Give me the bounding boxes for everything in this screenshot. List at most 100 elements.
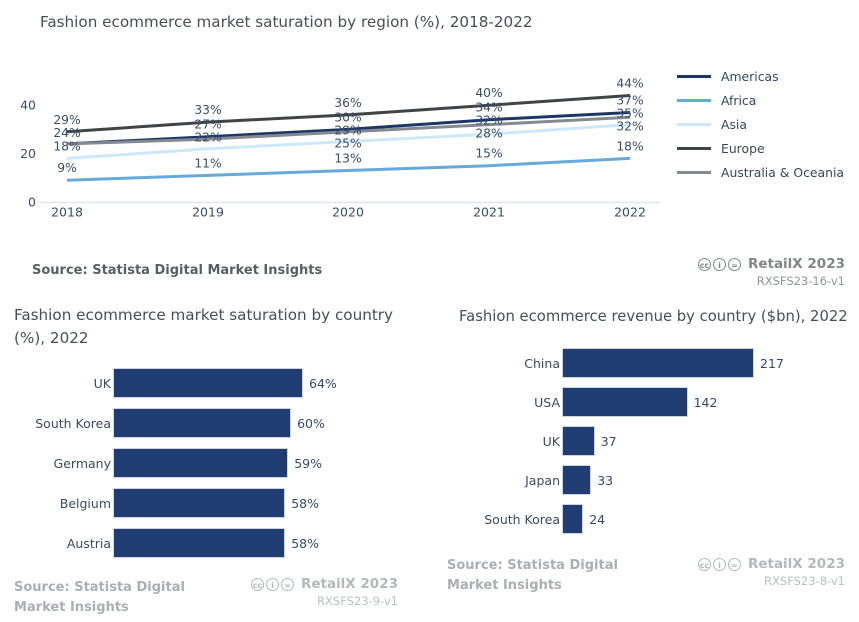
data-label: 15% — [475, 147, 502, 161]
data-label: 37% — [616, 94, 643, 108]
line-africa — [66, 156, 631, 182]
bar-china — [562, 348, 754, 378]
data-label: 34% — [475, 101, 502, 115]
bar-japan — [562, 465, 592, 495]
legend-item-australia-oceania: Australia & Oceania — [677, 160, 844, 184]
bar-value-label: 58% — [291, 495, 319, 511]
data-label: 28% — [475, 127, 502, 141]
legend-swatch — [677, 122, 711, 126]
bar-usa — [562, 387, 688, 417]
bar-row-south-korea: South Korea 60% — [0, 408, 430, 438]
y-tick-label: 0 — [28, 194, 36, 209]
data-label: 27% — [194, 118, 221, 132]
cc-icon: cc — [697, 557, 711, 571]
by-icon: i — [265, 577, 279, 591]
data-label: 29% — [53, 113, 80, 127]
bar-uk — [562, 426, 595, 456]
data-label: 35% — [616, 107, 643, 121]
bar-value-label: 58% — [291, 535, 319, 551]
bar-value-label: 217 — [760, 355, 784, 371]
bar-value-label: 64% — [309, 375, 337, 391]
cc-license-icons: cc i = — [250, 577, 294, 591]
legend-label: Asia — [721, 116, 747, 132]
saturation-country-bars: UK 64% South Korea 60% Germany 59% Belgium 58% A… — [0, 368, 430, 568]
retailx-brand: RetailX 2023 — [300, 576, 398, 592]
data-label: 18% — [53, 139, 80, 153]
y-tick-label: 20 — [20, 146, 36, 161]
bar-category-label: Japan — [525, 472, 560, 488]
data-label: 11% — [194, 156, 221, 170]
region-chart-legend: Americas Africa Asia Europe Australia & Ocea… — [677, 64, 844, 184]
legend-item-europe: Europe — [677, 136, 844, 160]
by-icon: i — [712, 557, 726, 571]
bar-category-label: USA — [534, 394, 560, 410]
cc-icon: cc — [250, 577, 264, 591]
data-label: 18% — [616, 139, 643, 153]
data-label: 32% — [616, 120, 643, 134]
bar-row-china: China 217 — [430, 348, 859, 378]
bar-row-usa: USA 142 — [430, 387, 859, 417]
chart-code: RXSFS23-8-v1 — [764, 574, 845, 588]
line-americas — [66, 111, 631, 146]
bar-south-korea — [113, 408, 292, 438]
legend-swatch — [677, 98, 711, 102]
revenue-country-attribution: cc i = RetailX 2023 RXSFS23-8-v1 — [697, 556, 845, 588]
saturation-country-attribution: cc i = RetailX 2023 RXSFS23-9-v1 — [250, 576, 398, 608]
region-attribution: cc i = RetailX 2023 RXSFS23-16-v1 — [697, 256, 845, 288]
data-label: 13% — [334, 152, 361, 166]
by-icon: i — [712, 257, 726, 271]
line-asia — [66, 123, 631, 160]
region-source: Source: Statista Digital Market Insights — [32, 263, 323, 278]
bar-category-label: Germany — [53, 455, 111, 471]
bar-south-korea — [562, 504, 584, 534]
legend-label: Europe — [721, 140, 765, 156]
bar-category-label: Austria — [66, 535, 111, 551]
data-label: 32% — [475, 114, 502, 128]
cc-icon: cc — [697, 257, 711, 271]
chart-code: RXSFS23-16-v1 — [756, 274, 845, 288]
retailx-brand: RetailX 2023 — [747, 556, 845, 572]
bar-category-label: UK — [93, 375, 111, 391]
data-label: 29% — [334, 123, 361, 137]
bar-category-label: China — [524, 355, 560, 371]
legend-swatch — [677, 170, 711, 174]
bar-category-label: South Korea — [484, 511, 560, 527]
data-label: 33% — [194, 103, 221, 117]
legend-item-africa: Africa — [677, 88, 844, 112]
bar-row-uk: UK 64% — [0, 368, 430, 398]
bar-uk — [113, 368, 303, 398]
bar-austria — [113, 528, 286, 558]
nd-icon: = — [280, 577, 294, 591]
bar-value-label: 33 — [597, 472, 614, 488]
saturation-country-source: Source: Statista Digital Market Insights — [14, 580, 185, 615]
region-chart-title: Fashion ecommerce market saturation by r… — [40, 13, 533, 31]
retailx-brand: RetailX 2023 — [747, 256, 845, 272]
line-europe — [66, 94, 631, 134]
data-label: 44% — [616, 77, 643, 91]
data-label: 24% — [53, 126, 80, 140]
x-tick-label: 2021 — [473, 205, 505, 220]
bar-row-belgium: Belgium 58% — [0, 488, 430, 518]
revenue-country-chart-title: Fashion ecommerce revenue by country ($b… — [459, 308, 848, 325]
bar-row-uk: UK 37 — [430, 426, 859, 456]
x-tick-label: 2019 — [192, 205, 224, 220]
x-tick-label: 2020 — [332, 205, 364, 220]
bar-value-label: 24 — [589, 511, 606, 527]
data-label: 40% — [475, 86, 502, 100]
bar-category-label: South Korea — [35, 415, 111, 431]
nd-icon: = — [727, 257, 741, 271]
data-label: 30% — [334, 110, 361, 124]
bar-value-label: 142 — [693, 394, 718, 410]
bar-row-austria: Austria 58% — [0, 528, 430, 558]
legend-item-asia: Asia — [677, 112, 844, 136]
legend-label: Americas — [721, 68, 779, 84]
y-tick-label: 40 — [20, 98, 36, 113]
revenue-country-bars: China 217 USA 142 UK 37 Japan 33 South Korea 24 — [430, 348, 859, 543]
data-label: 25% — [334, 136, 361, 150]
bar-row-south-korea: South Korea 24 — [430, 504, 859, 534]
x-tick-label: 2022 — [614, 205, 646, 220]
data-label: 9% — [57, 161, 77, 175]
cc-license-icons: cc i = — [697, 557, 741, 571]
